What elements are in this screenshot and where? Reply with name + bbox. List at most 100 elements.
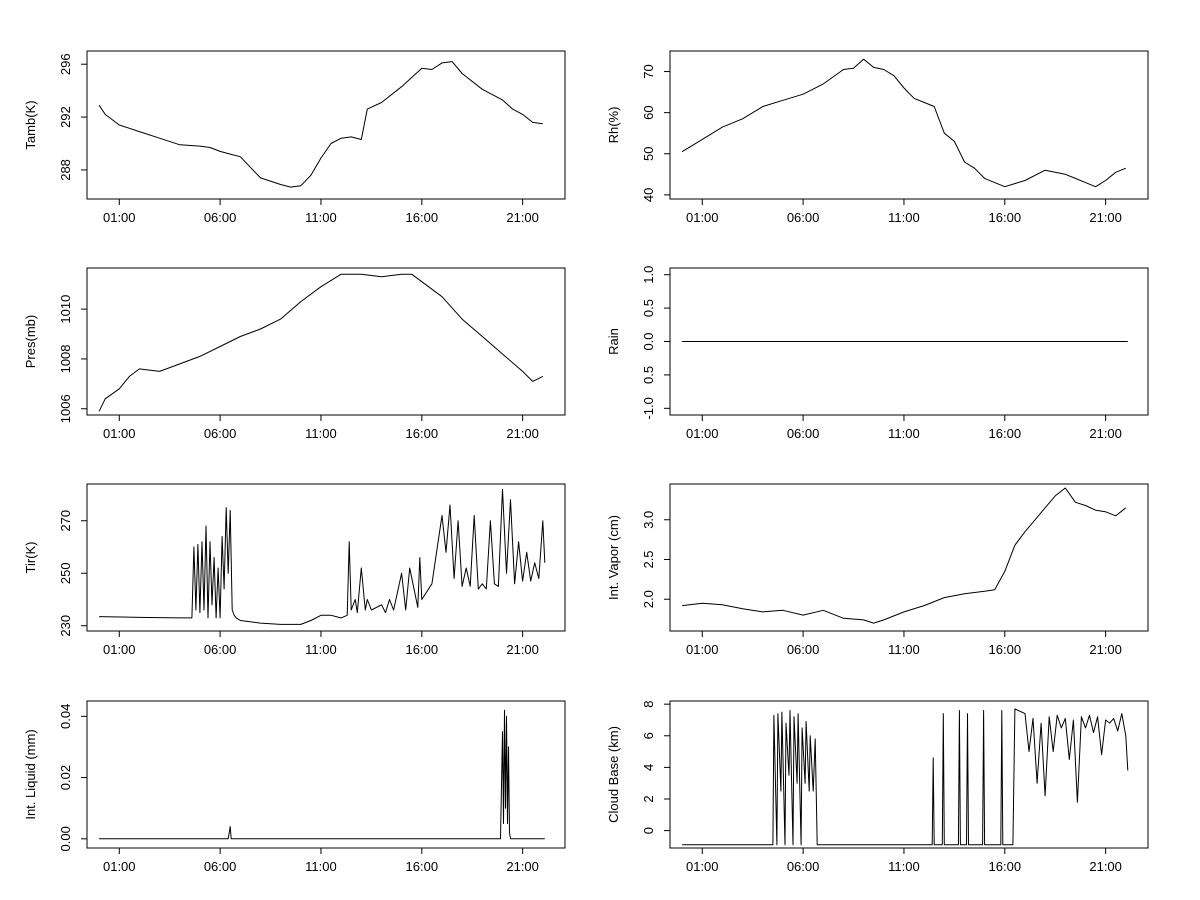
x-tick-label: 06:00 xyxy=(787,642,820,657)
x-tick-label: 01:00 xyxy=(686,859,719,874)
y-tick-label: 4 xyxy=(641,764,656,771)
x-tick-label: 06:00 xyxy=(787,426,820,441)
y-tick-label: 292 xyxy=(58,106,73,128)
x-tick-label: 21:00 xyxy=(506,642,539,657)
data-series-line xyxy=(681,58,1126,188)
x-tick-label: 11:00 xyxy=(888,642,920,657)
data-series-line xyxy=(682,708,1129,846)
x-tick-label: 16:00 xyxy=(989,210,1022,225)
x-tick-label: 21:00 xyxy=(1089,642,1122,657)
x-tick-label: 01:00 xyxy=(103,426,136,441)
panel-5: 01:00 06:00 11:00 16:00 21:00 230 250 270 Tir(K) xyxy=(23,483,566,657)
y-tick-label: 2.0 xyxy=(641,590,656,608)
data-series-line xyxy=(98,61,543,188)
x-tick-label: 21:00 xyxy=(506,210,539,225)
y-tick-label: 0 xyxy=(641,827,656,834)
plot-frame xyxy=(86,50,566,200)
x-tick-label: 16:00 xyxy=(406,859,439,874)
y-tick-label: 2.5 xyxy=(641,550,656,568)
y-axis-label: Rain xyxy=(606,328,621,355)
y-tick-label: 230 xyxy=(58,615,73,637)
y-tick-label: 0.0 xyxy=(641,332,656,350)
x-tick-label: 01:00 xyxy=(686,642,719,657)
y-axis-label: Tamb(K) xyxy=(23,100,38,149)
x-tick-label: 06:00 xyxy=(204,426,237,441)
x-tick-label: 11:00 xyxy=(305,859,337,874)
x-tick-label: 16:00 xyxy=(989,859,1022,874)
y-tick-label: 1010 xyxy=(58,295,73,324)
x-tick-label: 11:00 xyxy=(888,859,920,874)
x-tick-label: 16:00 xyxy=(406,426,439,441)
y-tick-label: 250 xyxy=(58,562,73,584)
y-tick-label: 3.0 xyxy=(641,511,656,529)
panel-1: 01:00 06:00 11:00 16:00 21:00 288 292 296 Tamb(K… xyxy=(23,50,566,225)
panel-6: 01:00 06:00 11:00 16:00 21:00 2.0 2.5 3.0 Int. V… xyxy=(606,483,1149,657)
x-tick-label: 21:00 xyxy=(506,426,539,441)
x-tick-label: 16:00 xyxy=(989,642,1022,657)
y-tick-label: 8 xyxy=(641,701,656,708)
x-tick-label: 01:00 xyxy=(686,210,719,225)
x-tick-label: 06:00 xyxy=(204,210,237,225)
x-tick-label: 11:00 xyxy=(305,210,337,225)
plot-frame xyxy=(86,267,566,416)
y-tick-label: 1006 xyxy=(58,394,73,423)
y-tick-label: 0.00 xyxy=(58,826,73,851)
data-series-line xyxy=(98,273,544,412)
panel-8: 01:00 06:00 11:00 16:00 21:00 0 2 4 6 8 Cloud Base… xyxy=(606,700,1149,874)
panel-7: 01:00 06:00 11:00 16:00 21:00 0.00 0.02 0.04 Int… xyxy=(23,700,566,874)
plot-frame xyxy=(669,700,1149,849)
plot-frame xyxy=(669,483,1149,632)
y-tick-label: 0.02 xyxy=(58,765,73,790)
data-series-line xyxy=(99,488,546,625)
y-tick-label: 1.0 xyxy=(641,266,656,284)
y-tick-label: 70 xyxy=(641,64,656,78)
plot-frame xyxy=(86,483,566,632)
x-tick-label: 01:00 xyxy=(103,859,136,874)
y-tick-label: 296 xyxy=(58,53,73,75)
y-tick-label: 0.5 xyxy=(641,299,656,317)
data-series-line xyxy=(682,487,1127,624)
panel-4: 01:00 06:00 11:00 16:00 21:00 -1.0 0.5 0.0 0.5 1.… xyxy=(606,266,1149,441)
panel-3: 01:00 06:00 11:00 16:00 21:00 1006 1008 1010 Pre… xyxy=(23,267,566,441)
y-tick-label: 50 xyxy=(641,147,656,161)
y-axis-label: Int. Vapor (cm) xyxy=(606,515,621,600)
y-axis-label: Rh(%) xyxy=(606,107,621,144)
y-tick-label: -1.0 xyxy=(641,397,656,419)
x-tick-label: 06:00 xyxy=(787,210,820,225)
x-tick-label: 06:00 xyxy=(787,859,820,874)
x-tick-label: 01:00 xyxy=(103,210,136,225)
y-tick-label: 0.04 xyxy=(58,704,73,729)
x-tick-label: 21:00 xyxy=(1089,859,1122,874)
y-tick-label: 288 xyxy=(58,159,73,181)
y-tick-label: 6 xyxy=(641,732,656,739)
x-tick-label: 16:00 xyxy=(989,426,1022,441)
y-tick-label: 1008 xyxy=(58,344,73,373)
x-tick-label: 21:00 xyxy=(1089,210,1122,225)
x-tick-label: 11:00 xyxy=(888,210,920,225)
y-axis-label: Tir(K) xyxy=(23,541,38,573)
x-tick-label: 16:00 xyxy=(406,642,439,657)
x-tick-label: 21:00 xyxy=(1089,426,1122,441)
x-tick-label: 01:00 xyxy=(103,642,136,657)
y-tick-label: 270 xyxy=(58,510,73,532)
y-tick-label: 0.5 xyxy=(641,366,656,384)
y-axis-label: Pres(mb) xyxy=(23,315,38,368)
x-tick-label: 11:00 xyxy=(305,426,337,441)
x-tick-label: 06:00 xyxy=(204,642,237,657)
x-tick-label: 01:00 xyxy=(686,426,719,441)
y-tick-label: 60 xyxy=(641,105,656,119)
x-tick-label: 16:00 xyxy=(406,210,439,225)
data-series-line xyxy=(99,709,545,840)
y-axis-label: Cloud Base (km) xyxy=(606,726,621,823)
x-tick-label: 11:00 xyxy=(888,426,920,441)
y-tick-label: 2 xyxy=(641,795,656,802)
x-tick-label: 06:00 xyxy=(204,859,237,874)
y-tick-label: 40 xyxy=(641,188,656,202)
y-axis-label: Int. Liquid (mm) xyxy=(23,729,38,819)
x-tick-label: 11:00 xyxy=(305,642,337,657)
x-tick-label: 21:00 xyxy=(506,859,539,874)
panel-2: 01:00 06:00 11:00 16:00 21:00 40 50 60 70 Rh(%) xyxy=(606,50,1149,225)
plot-frame xyxy=(86,700,566,849)
plot-frame xyxy=(669,50,1149,200)
